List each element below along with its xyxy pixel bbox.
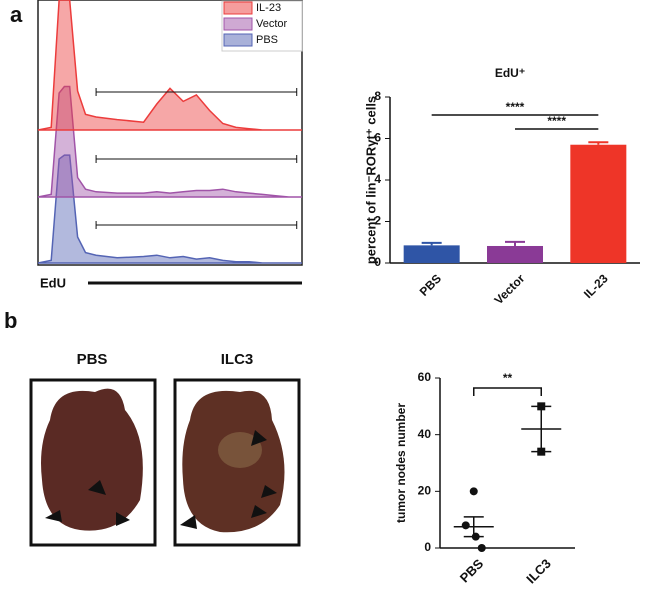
x-tick-label: Vector <box>492 271 528 307</box>
y-tick-label: 8 <box>374 89 381 103</box>
y-tick-label: 6 <box>374 131 381 145</box>
y-tick-label: 2 <box>374 214 381 228</box>
bar <box>403 245 460 263</box>
y-tick-label: 20 <box>418 484 432 498</box>
point <box>461 521 470 530</box>
legend-label: PBS <box>256 34 278 46</box>
density-area <box>37 85 302 198</box>
legend-label: IL-23 <box>256 2 281 14</box>
significance-label: **** <box>506 100 525 114</box>
point <box>477 544 486 552</box>
image-label: PBS <box>77 351 108 368</box>
y-tick-label: 0 <box>374 255 381 269</box>
y-tick-label: 0 <box>424 540 431 554</box>
x-label: EdU <box>40 275 66 290</box>
x-tick-label: IL-23 <box>581 271 611 301</box>
y-label: tumor nodes number <box>394 403 408 523</box>
bar <box>570 144 627 263</box>
panel-label: b <box>4 308 17 333</box>
density-area <box>37 0 302 131</box>
y-tick-label: 60 <box>418 370 432 384</box>
significance-bracket <box>473 387 542 396</box>
panel-label: a <box>10 2 23 27</box>
y-tick-label: 4 <box>374 172 381 186</box>
point <box>469 487 478 496</box>
liver-photo <box>173 378 301 547</box>
legend-label: Vector <box>256 18 288 30</box>
bar <box>487 245 543 263</box>
legend-swatch <box>223 17 253 31</box>
histogram-frame <box>37 0 303 266</box>
y-tick-label: 40 <box>418 427 432 441</box>
legend-swatch <box>223 1 253 15</box>
liver-photo <box>29 378 157 547</box>
x-tick-label: ILC3 <box>523 556 554 587</box>
legend-swatch <box>223 33 253 47</box>
x-tick-label: PBS <box>457 556 487 586</box>
chart-title: EdU⁺ <box>495 66 525 80</box>
density-area <box>37 154 302 264</box>
image-label: ILC3 <box>221 351 254 368</box>
significance-label: **** <box>547 114 566 128</box>
significance-label: ** <box>503 371 513 385</box>
x-tick-label: PBS <box>417 271 444 298</box>
y-label: percent of lin⁻RORγt⁺ cells <box>363 96 378 264</box>
